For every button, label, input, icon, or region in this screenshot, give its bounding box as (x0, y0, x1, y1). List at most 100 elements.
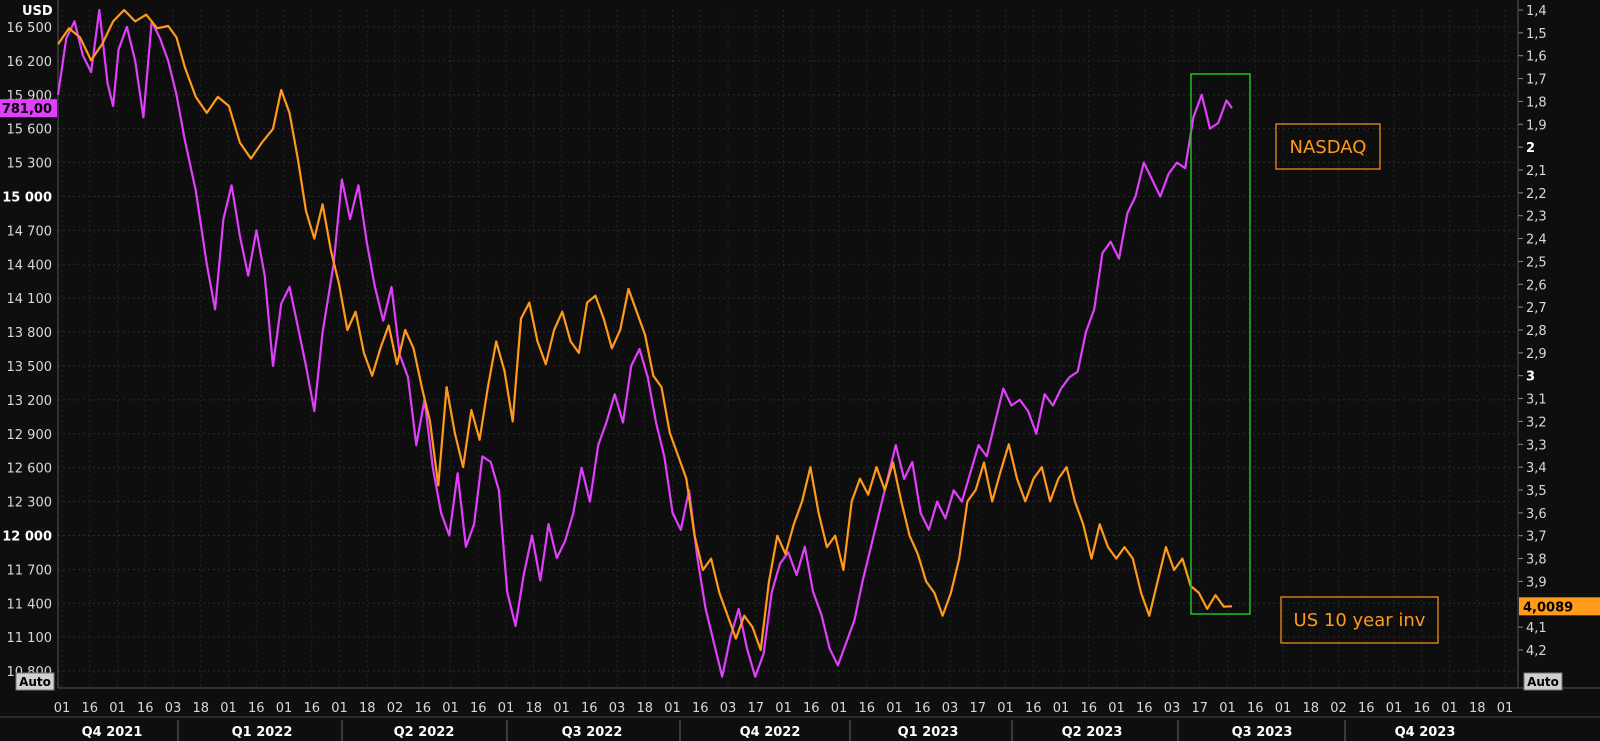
x-tick-label: 16 (858, 701, 875, 716)
us10y-last-value-label: 4,0089 (1523, 600, 1573, 615)
x-tick-label: 01 (1497, 701, 1514, 716)
nasdaq-last-value-label: 781,00 (2, 102, 52, 117)
x-tick-label: 01 (997, 701, 1014, 716)
quarter-label: Q3 2022 (562, 725, 623, 740)
right-tick-label: 1,6 (1526, 50, 1547, 65)
quarter-label: Q1 2023 (898, 725, 959, 740)
right-tick-label: 1,4 (1526, 4, 1547, 19)
right-tick-label: 2,6 (1526, 278, 1547, 293)
x-tick-label: 01 (1108, 701, 1125, 716)
left-tick-label: 12 900 (7, 428, 53, 443)
right-tick-label: 3,8 (1526, 553, 1547, 568)
auto-button-left (15, 672, 55, 691)
x-tick-label: 01 (1441, 701, 1458, 716)
right-tick-label: 2,1 (1526, 164, 1547, 179)
x-tick-label: 16 (1247, 701, 1264, 716)
x-tick-label: 02 (1330, 701, 1347, 716)
right-tick-label: 1,8 (1526, 95, 1547, 110)
annotation-nasdaq: NASDAQ (1290, 137, 1367, 158)
x-tick-label: 01 (1053, 701, 1070, 716)
right-tick-label: 3,9 (1526, 575, 1547, 590)
x-tick-label: 16 (914, 701, 931, 716)
x-tick-label: 16 (137, 701, 154, 716)
right-tick-label: 1,9 (1526, 118, 1547, 133)
right-tick-label: 2,4 (1526, 233, 1547, 248)
x-tick-label: 16 (303, 701, 320, 716)
right-tick-label: 2 (1526, 141, 1535, 156)
x-tick-label: 03 (720, 701, 737, 716)
x-tick-label: 01 (276, 701, 293, 716)
left-tick-label: 15 600 (7, 123, 53, 138)
x-tick-label: 01 (498, 701, 515, 716)
x-tick-label: 01 (442, 701, 459, 716)
x-tick-label: 16 (1358, 701, 1375, 716)
left-tick-label: 12 600 (7, 462, 53, 477)
left-tick-label: 12 300 (7, 496, 53, 511)
left-tick-label: 15 000 (2, 190, 52, 205)
left-tick-label: 14 400 (7, 258, 53, 273)
annotation-box-us10y (1280, 596, 1439, 644)
annotation-us10y: US 10 year inv (1294, 610, 1426, 631)
right-tick-label: 4,2 (1526, 644, 1547, 659)
x-tick-label: 16 (248, 701, 265, 716)
quarter-label: Q4 2021 (82, 725, 143, 740)
left-tick-label: 13 200 (7, 394, 53, 409)
quarter-label: Q2 2022 (394, 725, 455, 740)
right-axis: 1,4 1,5 1,6 1,7 1,8 1,9 2 2,1 2,2 2,3 2,4 2,5 2,6 2,7… (1517, 0, 1547, 688)
x-tick-label: 01 (220, 701, 237, 716)
x-tick-label: 16 (692, 701, 709, 716)
x-tick-label: 01 (331, 701, 348, 716)
x-tick-label: 18 (192, 701, 209, 716)
left-tick-label: 13 800 (7, 326, 53, 341)
x-tick-label: 18 (1469, 701, 1486, 716)
left-tick-label: 14 100 (7, 292, 53, 307)
x-tick-label: 16 (581, 701, 598, 716)
x-tick-label: 02 (387, 701, 404, 716)
x-tick-label: 01 (664, 701, 681, 716)
x-tick-label: 01 (775, 701, 792, 716)
right-tick-label: 3,6 (1526, 507, 1547, 522)
left-tick-label: 12 000 (2, 529, 52, 544)
right-tick-label: 1,7 (1526, 73, 1547, 88)
auto-label-left: Auto (19, 675, 51, 689)
grid (58, 10, 1518, 688)
x-tick-label: 01 (109, 701, 126, 716)
series-layer (56, 8, 1233, 678)
x-tick-label: 03 (165, 701, 182, 716)
x-tick-label: 03 (609, 701, 626, 716)
left-tick-label: 11 400 (7, 597, 53, 612)
right-tick-label: 2,7 (1526, 301, 1547, 316)
right-tick-label: 3 (1526, 370, 1535, 385)
left-tick-label: 14 700 (7, 224, 53, 239)
quarter-label: Q2 2023 (1062, 725, 1123, 740)
left-tick-label: 11 700 (7, 563, 53, 578)
right-tick-label: 3,3 (1526, 438, 1547, 453)
x-tick-label: 18 (525, 701, 542, 716)
x-tick-label: 17 (1191, 701, 1208, 716)
right-tick-label: 3,1 (1526, 393, 1547, 408)
x-tick-label: 16 (414, 701, 431, 716)
left-tick-label: 16 500 (7, 21, 53, 36)
left-tick-label: 16 200 (7, 55, 53, 70)
auto-button-right (1523, 672, 1563, 691)
nasdaq-last-value-tag (0, 99, 57, 118)
quarter-label: Q1 2022 (232, 725, 293, 740)
right-tick-label: 3,5 (1526, 484, 1547, 499)
x-tick-label: 16 (81, 701, 98, 716)
right-tick-label: 1,5 (1526, 27, 1547, 42)
x-tick-label: 01 (54, 701, 71, 716)
left-axis-unit: USD (22, 4, 53, 19)
left-tick-label: 13 500 (7, 360, 53, 375)
x-tick-label: 01 (886, 701, 903, 716)
x-tick-label: 01 (1386, 701, 1403, 716)
x-tick-label: 01 (1219, 701, 1236, 716)
left-tick-label: 11 100 (7, 631, 53, 646)
x-tick-label: 01 (1275, 701, 1292, 716)
right-tick-label: 3,4 (1526, 461, 1547, 476)
auto-label-right: Auto (1527, 675, 1559, 689)
right-tick-label: 2,3 (1526, 210, 1547, 225)
bottom-axis: 01 16 01 16 03 18 01 16 01 16 01 18 02 16 01 16 01 18 01 16… (0, 672, 1600, 741)
x-tick-label: 16 (1025, 701, 1042, 716)
